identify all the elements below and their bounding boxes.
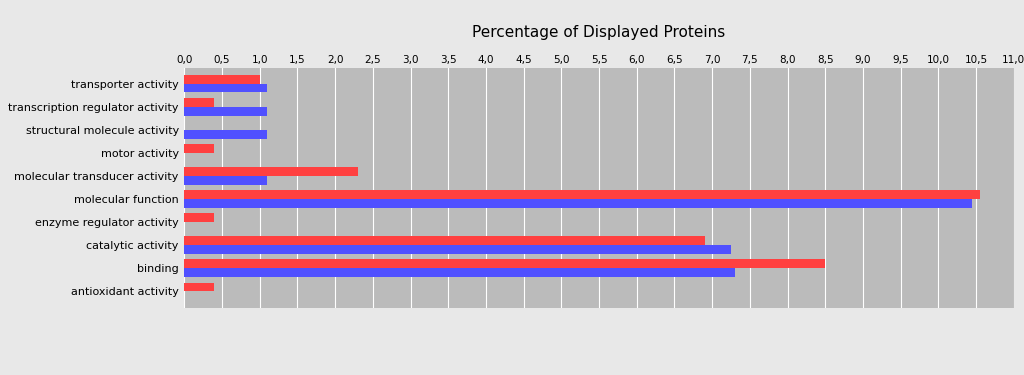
Bar xyxy=(184,167,357,176)
Bar xyxy=(184,199,973,208)
Bar xyxy=(184,245,731,254)
Bar xyxy=(184,98,214,107)
Y-axis label: GO Term: GO Term xyxy=(0,158,3,218)
Bar xyxy=(184,260,825,268)
Bar xyxy=(184,84,267,92)
Bar xyxy=(184,75,260,84)
Title: Percentage of Displayed Proteins: Percentage of Displayed Proteins xyxy=(472,25,726,40)
Bar xyxy=(184,213,214,222)
Bar xyxy=(184,190,980,199)
Bar xyxy=(184,107,267,116)
Bar xyxy=(184,236,705,245)
Bar xyxy=(184,283,214,291)
Bar xyxy=(184,144,214,153)
Bar xyxy=(184,130,267,139)
Bar xyxy=(184,176,267,185)
Bar xyxy=(184,268,735,277)
